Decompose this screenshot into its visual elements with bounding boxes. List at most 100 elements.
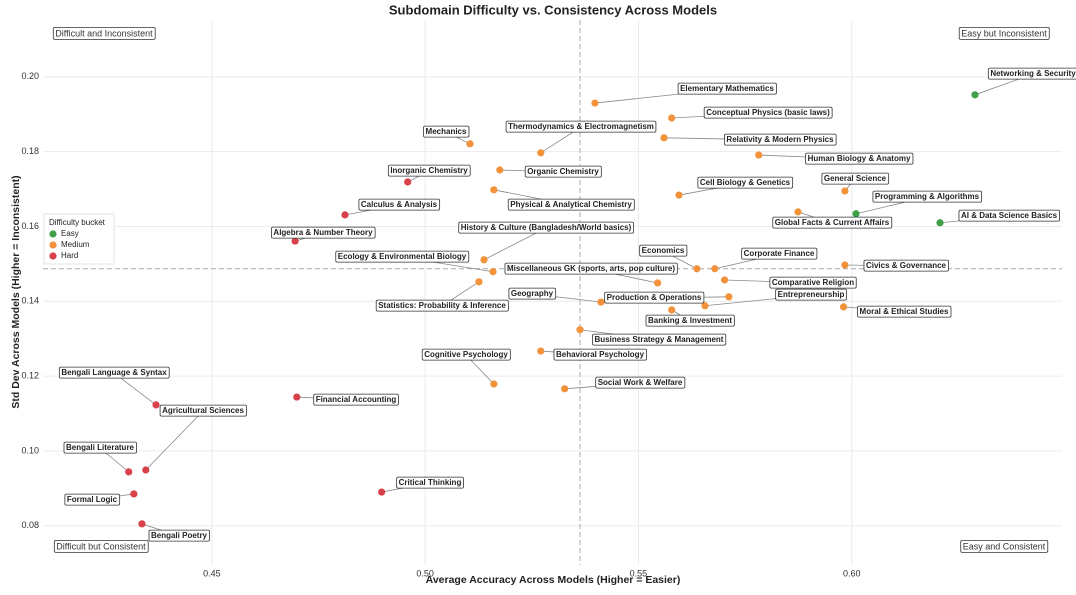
point-label-box	[375, 299, 509, 312]
point-label: Global Facts & Current Affairs	[775, 218, 890, 227]
point	[152, 401, 160, 409]
point	[561, 385, 569, 393]
x-tick-label: 0.60	[843, 568, 861, 578]
point-label-box	[604, 291, 705, 304]
annotation-box	[960, 539, 1049, 553]
point-label: Networking & Security	[990, 69, 1076, 78]
point-label: Moral & Ethical Studies	[860, 307, 949, 316]
point-label-box	[508, 287, 557, 300]
point-label-box	[421, 348, 511, 361]
point-label: Programming & Algorithms	[875, 192, 980, 201]
point-label: Formal Logic	[67, 495, 118, 504]
point-label: Bengali Literature	[66, 443, 135, 452]
y-axis-label: Std Dev Across Models (Higher = Inconsis…	[10, 175, 22, 408]
grid	[43, 20, 1062, 565]
point-label: AI & Data Science Basics	[961, 211, 1058, 220]
point-label: History & Culture (Bangladesh/World basi…	[461, 223, 632, 232]
point	[841, 261, 849, 269]
point-label-box	[159, 404, 247, 417]
point-label: Production & Operations	[607, 293, 702, 302]
point	[142, 466, 150, 474]
annotation: Easy and Consistent	[963, 541, 1046, 551]
point-label: Critical Thinking	[399, 478, 462, 487]
leader-line	[145, 410, 204, 471]
y-tick-label: 0.20	[21, 71, 39, 81]
point-label: Organic Chemistry	[527, 167, 599, 176]
point	[654, 279, 662, 287]
point-label-box	[504, 262, 678, 275]
y-tick-label: 0.12	[21, 370, 39, 380]
point-label: Bengali Language & Syntax	[61, 368, 167, 377]
point	[693, 265, 701, 273]
point	[701, 302, 709, 310]
x-tick-label: 0.55	[630, 568, 648, 578]
labels: Networking & Security Programming & Algor…	[58, 67, 1076, 542]
point-label: Economics	[642, 246, 685, 255]
legend-label: Medium	[61, 240, 90, 249]
point-label: Banking & Investment	[648, 316, 732, 325]
point-label-box	[64, 493, 121, 506]
y-tick-label: 0.16	[21, 221, 39, 231]
point-label-box	[769, 276, 857, 289]
point-label: Miscellaneous GK (sports, arts, pop cult…	[507, 264, 675, 273]
point	[852, 210, 860, 218]
point	[591, 99, 599, 107]
point	[480, 256, 488, 264]
point	[597, 298, 605, 306]
point-label: Cell Biology & Genetics	[700, 178, 791, 187]
x-tick-label: 0.45	[203, 568, 221, 578]
legend-swatch	[49, 230, 57, 238]
y-tick-label: 0.08	[21, 520, 39, 530]
point-label: Corporate Finance	[744, 249, 815, 258]
point	[755, 151, 763, 159]
point-label-box	[507, 198, 635, 211]
point	[404, 178, 412, 186]
point	[841, 187, 849, 195]
point-label-box	[697, 176, 794, 189]
point-label: Inorganic Chemistry	[390, 166, 468, 175]
point-label-box	[271, 226, 376, 239]
point	[936, 219, 944, 227]
point-label: Agricultural Sciences	[162, 406, 244, 415]
point-label: Human Biology & Anatomy	[808, 154, 911, 163]
point-label: Geography	[511, 289, 554, 298]
legend-label: Easy	[61, 229, 79, 238]
point	[496, 166, 504, 174]
point	[466, 140, 474, 148]
point-label-box	[741, 247, 818, 260]
annotation-box	[52, 26, 156, 40]
points	[125, 91, 979, 528]
point-label: Bengali Poetry	[151, 531, 208, 540]
point-label-box	[524, 165, 602, 178]
point	[840, 303, 848, 311]
point	[537, 149, 545, 157]
y-tick-label: 0.10	[21, 445, 39, 455]
point	[378, 488, 386, 496]
point	[138, 520, 146, 528]
x-axis-label: Average Accuracy Across Models (Higher =…	[426, 574, 681, 586]
point-label-box	[872, 190, 983, 203]
point-label-box	[458, 221, 635, 234]
point-label-box	[958, 209, 1060, 222]
point-label-box	[987, 67, 1076, 80]
annotation: Difficult but Consistent	[56, 541, 146, 551]
point-label-box	[724, 133, 837, 146]
point-label-box	[772, 216, 893, 229]
point-label-box	[387, 164, 471, 177]
point-label: Ecology & Environmental Biology	[338, 252, 467, 261]
annotation-box	[53, 539, 149, 553]
point-label-box	[677, 82, 777, 95]
point	[660, 134, 668, 142]
point-label: Comparative Religion	[772, 278, 854, 287]
point-label: Thermodynamics & Electromagnetism	[508, 122, 654, 131]
point-label-box	[553, 348, 647, 361]
point-label: Cognitive Psychology	[424, 350, 508, 359]
point	[711, 265, 719, 273]
point-label-box	[58, 366, 170, 379]
chart-title: Subdomain Difficulty vs. Consistency Acr…	[389, 2, 717, 17]
x-tick-label: 0.50	[416, 568, 434, 578]
point-label: General Science	[824, 174, 887, 183]
point-label: Conceptual Physics (basic laws)	[706, 108, 830, 117]
point	[721, 276, 729, 284]
